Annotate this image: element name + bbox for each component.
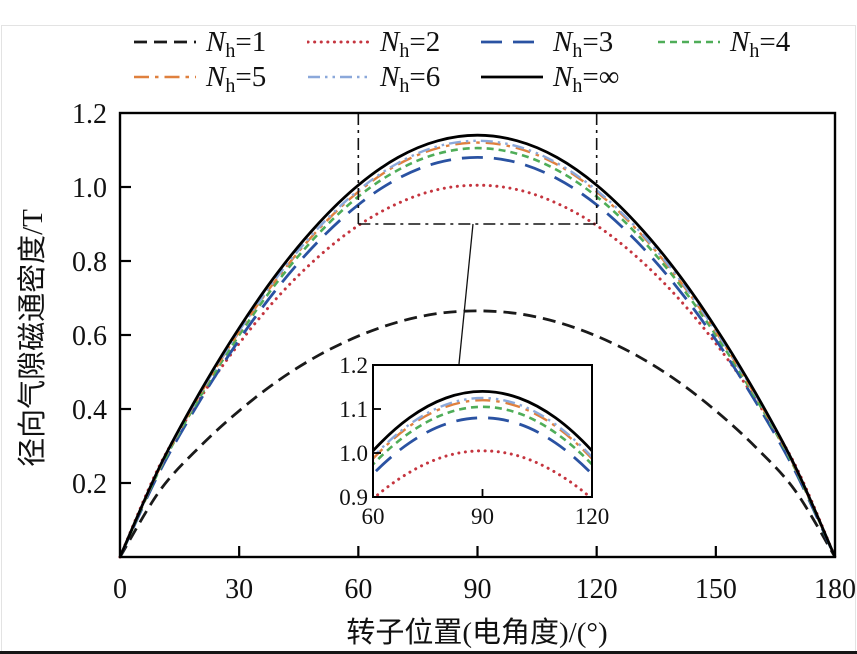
- curve-nh-3: [118, 155, 837, 558]
- curve-nh-∞: [118, 133, 837, 558]
- inset-curve-nh-6: [373, 396, 592, 459]
- curve-nh-4: [118, 146, 837, 558]
- zoom-region-box: [357, 113, 598, 225]
- y-tick-label: 0.4: [72, 395, 107, 426]
- x-tick-label: 120: [576, 574, 618, 605]
- x-tick-labels: 0 30 60 90 120 150 180: [113, 574, 856, 605]
- y-tick-label: 1.0: [72, 173, 107, 204]
- legend-item-nh-4: Nh=4: [657, 25, 791, 62]
- curve-nh-1: [118, 309, 837, 558]
- inset-curve-nh-5: [373, 398, 592, 461]
- inset-y-tick-label: 1.1: [339, 397, 368, 422]
- connector-line: [458, 223, 474, 365]
- inset-x-tick-label: 120: [575, 504, 610, 529]
- y-tick-label: 1.2: [72, 99, 107, 130]
- inset-ticks: [373, 408, 484, 497]
- inset-y-tick-labels: 0.9 1.0 1.1 1.2: [339, 353, 368, 510]
- legend-item-nh-3: Nh=3: [480, 25, 614, 62]
- inset-plot: [373, 389, 592, 497]
- inset-curve-nh-∞: [373, 389, 592, 453]
- legend-item-nh-5: Nh=5: [133, 60, 267, 97]
- x-tick-label: 150: [695, 574, 737, 605]
- inset-y-tick-label: 1.0: [339, 441, 368, 466]
- x-tick-label: 60: [344, 574, 372, 605]
- main-plot: [118, 133, 837, 559]
- x-axis-label: 转子位置(电角度)/(°): [346, 617, 608, 649]
- x-tick-label: 180: [814, 574, 856, 605]
- y-tick-label: 0.2: [72, 469, 107, 500]
- legend-item-nh-2: Nh=2: [307, 25, 441, 62]
- legend-label: Nh=∞: [553, 61, 620, 97]
- legend-label: Nh=3: [553, 26, 614, 62]
- y-tick-label: 0.8: [72, 247, 107, 278]
- x-tick-label: 30: [225, 574, 253, 605]
- inset-x-tick-label: 60: [362, 504, 385, 529]
- legend-line-sample: [134, 40, 196, 44]
- legend-line-sample: [134, 75, 196, 79]
- legend-label: Nh=2: [380, 26, 441, 62]
- inset-x-tick-label: 90: [471, 504, 494, 529]
- legend-line-sample: [481, 75, 543, 79]
- x-tick-label: 0: [113, 574, 127, 605]
- figure-bottom-rule: [0, 651, 857, 654]
- legend: Nh=1 Nh=2 Nh=3 Nh=4 Nh=5 Nh=6 Nh=∞: [0, 0, 857, 100]
- curve-nh-5: [118, 141, 837, 558]
- x-tick-label: 90: [464, 574, 492, 605]
- main-ticks: [120, 185, 717, 557]
- legend-label: Nh=1: [206, 26, 267, 62]
- legend-label: Nh=6: [380, 61, 441, 97]
- curve-nh-6: [118, 139, 837, 558]
- legend-line-sample: [481, 40, 543, 44]
- legend-label: Nh=5: [206, 61, 267, 97]
- legend-line-sample: [307, 40, 371, 44]
- curve-nh-2: [118, 183, 837, 559]
- y-axis-label: 径向气隙磁通密度/T: [17, 209, 49, 467]
- legend-item-nh-1: Nh=1: [133, 25, 267, 62]
- inset-background: [373, 365, 592, 497]
- inset-y-tick-label: 1.2: [339, 353, 368, 378]
- legend-line-sample: [308, 75, 370, 79]
- inset-y-tick-label: 0.9: [339, 485, 368, 510]
- legend-label: Nh=4: [730, 26, 791, 62]
- legend-item-nh-∞: Nh=∞: [480, 60, 620, 97]
- legend-line-sample: [658, 40, 720, 44]
- y-tick-labels: 0.2 0.4 0.6 0.8 1.0 1.2: [72, 99, 107, 500]
- y-tick-label: 0.6: [72, 321, 107, 352]
- inset-x-tick-labels: 60 90 120: [362, 504, 610, 529]
- legend-item-nh-6: Nh=6: [307, 60, 441, 97]
